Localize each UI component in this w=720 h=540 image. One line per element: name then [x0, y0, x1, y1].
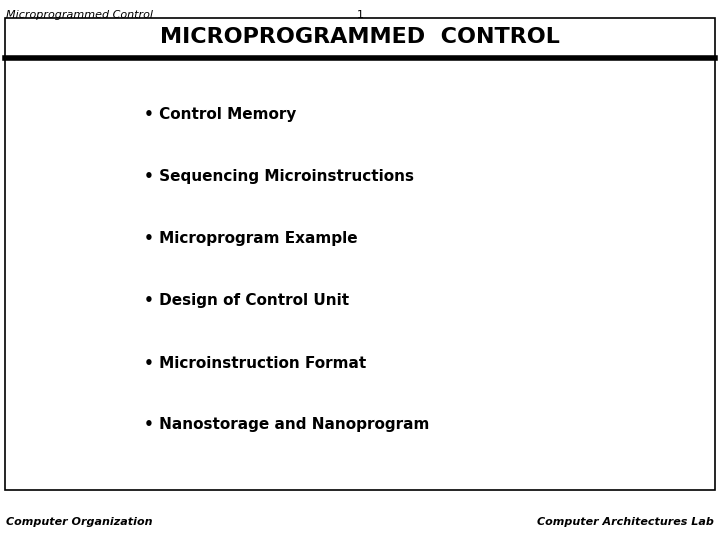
Text: Microprogrammed Control: Microprogrammed Control [6, 10, 153, 20]
Text: Computer Organization: Computer Organization [6, 517, 153, 527]
Text: • Sequencing Microinstructions: • Sequencing Microinstructions [144, 170, 414, 185]
Text: • Nanostorage and Nanoprogram: • Nanostorage and Nanoprogram [144, 417, 429, 433]
Text: 1: 1 [356, 10, 364, 20]
Text: • Microinstruction Format: • Microinstruction Format [144, 355, 366, 370]
Text: • Microprogram Example: • Microprogram Example [144, 232, 358, 246]
Bar [5, 18, 715, 490]
Text: • Design of Control Unit: • Design of Control Unit [144, 294, 349, 308]
Text: • Control Memory: • Control Memory [144, 107, 297, 123]
Text: Computer Architectures Lab: Computer Architectures Lab [537, 517, 714, 527]
Text: MICROPROGRAMMED  CONTROL: MICROPROGRAMMED CONTROL [160, 27, 560, 47]
